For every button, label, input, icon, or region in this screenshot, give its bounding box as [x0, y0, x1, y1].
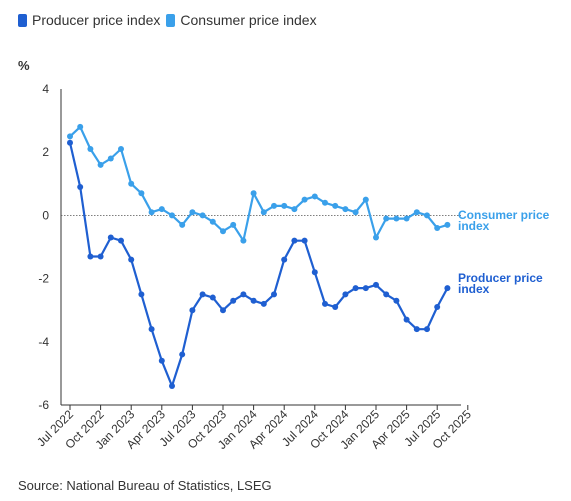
- data-point: [260, 300, 267, 307]
- data-point: [260, 209, 267, 216]
- y-tick-label: -4: [38, 335, 49, 349]
- series-end-label: index: [458, 219, 490, 233]
- data-point: [311, 269, 318, 276]
- data-point: [77, 183, 84, 190]
- data-point: [342, 206, 349, 213]
- data-point: [240, 291, 247, 298]
- data-point: [311, 193, 318, 200]
- data-point: [271, 291, 277, 298]
- data-point: [403, 316, 410, 323]
- data-point: [352, 285, 359, 292]
- data-point: [403, 215, 410, 222]
- data-point: [250, 190, 257, 197]
- series-line-producer: [68, 142, 449, 388]
- data-point: [383, 291, 390, 298]
- data-point: [362, 196, 369, 203]
- data-point: [199, 291, 206, 298]
- data-point: [301, 196, 308, 203]
- legend-swatch-producer: [18, 13, 27, 27]
- data-point: [97, 253, 104, 260]
- data-point: [383, 215, 390, 222]
- data-point: [352, 209, 359, 216]
- legend-item-consumer[interactable]: Consumer price index: [166, 12, 317, 28]
- data-point: [189, 307, 196, 314]
- data-point: [220, 228, 226, 235]
- data-point: [118, 146, 124, 153]
- data-point: [322, 300, 328, 307]
- source-note: Source: National Bureau of Statistics, L…: [18, 478, 272, 493]
- data-point: [281, 256, 288, 263]
- data-point: [179, 351, 186, 358]
- data-point: [179, 221, 186, 228]
- data-point: [87, 146, 94, 153]
- data-point: [220, 307, 226, 314]
- data-point: [230, 297, 237, 304]
- data-point: [434, 304, 441, 311]
- data-point: [373, 281, 379, 288]
- data-point: [107, 234, 114, 241]
- y-tick-label: 0: [42, 208, 49, 222]
- data-point: [189, 209, 196, 216]
- data-point: [332, 304, 339, 311]
- data-point: [158, 206, 165, 213]
- data-point: [67, 139, 73, 146]
- y-axis-unit: %: [18, 58, 30, 73]
- data-point: [209, 218, 216, 225]
- legend-label-producer: Producer price index: [32, 12, 161, 28]
- data-point: [424, 326, 430, 333]
- data-point: [230, 221, 237, 228]
- data-point: [87, 253, 94, 260]
- data-point: [281, 202, 288, 209]
- data-point: [413, 326, 420, 333]
- data-point: [322, 199, 328, 206]
- y-tick-label: -6: [38, 398, 49, 412]
- data-point: [97, 161, 104, 168]
- y-tick-label: 2: [42, 145, 49, 159]
- data-point: [444, 285, 451, 292]
- data-point: [332, 202, 339, 209]
- data-point: [373, 234, 379, 241]
- data-point: [148, 209, 155, 216]
- series-end-label: Producer price: [458, 271, 543, 285]
- data-point: [393, 297, 400, 304]
- data-point: [291, 237, 298, 244]
- legend: Producer price index Consumer price inde…: [18, 12, 323, 28]
- data-point: [199, 212, 206, 219]
- data-point: [250, 297, 257, 304]
- data-point: [107, 155, 114, 162]
- data-point: [158, 357, 165, 364]
- data-point: [424, 212, 430, 219]
- series-end-label: Consumer price: [458, 208, 550, 222]
- data-point: [291, 206, 298, 213]
- data-point: [444, 221, 451, 228]
- legend-label-consumer: Consumer price index: [180, 12, 317, 28]
- series-end-label: index: [458, 282, 490, 296]
- data-point: [393, 215, 400, 222]
- data-point: [240, 237, 247, 244]
- data-point: [148, 326, 155, 333]
- legend-swatch-consumer: [166, 13, 176, 27]
- series-line-consumer: [69, 125, 448, 242]
- y-tick-label: -2: [38, 272, 49, 286]
- data-point: [128, 256, 135, 263]
- data-point: [138, 190, 145, 197]
- data-point: [169, 383, 175, 390]
- legend-item-producer[interactable]: Producer price index: [18, 12, 160, 28]
- data-point: [301, 237, 308, 244]
- data-point: [413, 209, 420, 216]
- data-point: [77, 123, 84, 130]
- data-point: [209, 294, 216, 301]
- data-point: [342, 291, 349, 298]
- data-point: [362, 285, 369, 292]
- data-point: [138, 291, 145, 298]
- data-point: [434, 225, 441, 232]
- data-point: [169, 212, 175, 219]
- data-point: [128, 180, 135, 187]
- data-point: [271, 202, 277, 209]
- y-tick-label: 4: [42, 82, 49, 96]
- data-point: [118, 237, 124, 244]
- data-point: [67, 133, 73, 140]
